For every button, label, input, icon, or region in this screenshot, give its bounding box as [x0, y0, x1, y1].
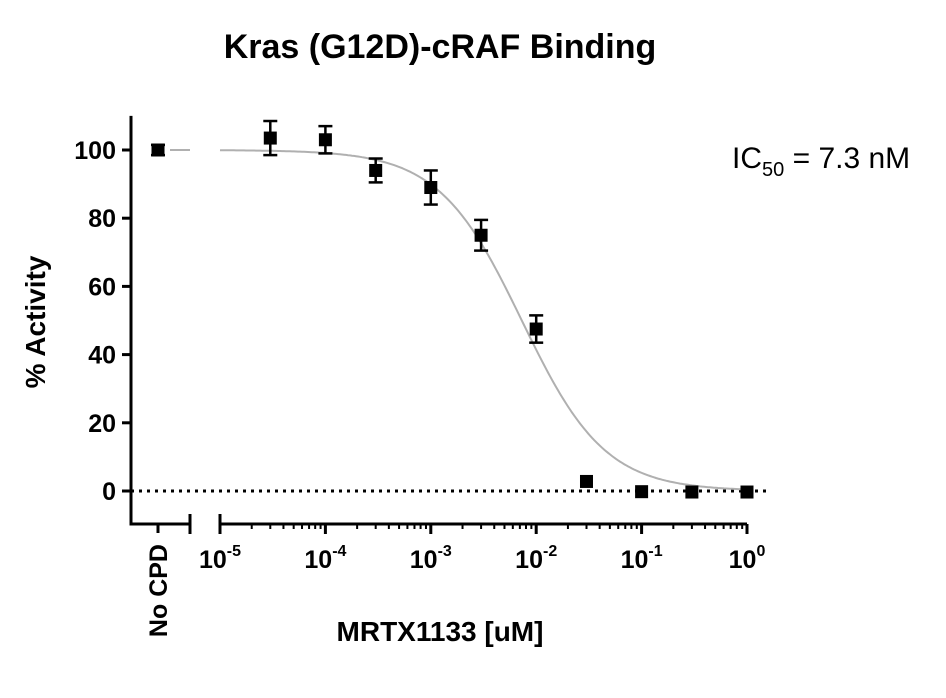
data-point-9: [740, 485, 754, 499]
ic50-subscript: 50: [762, 159, 785, 181]
ic50-prefix: IC: [732, 142, 762, 175]
data-point-8: [685, 485, 699, 499]
data-point-0: [263, 131, 277, 145]
x-tick-label-0: 10-5: [199, 543, 241, 574]
y-tick-label-80: 80: [88, 205, 116, 233]
data-point-6: [579, 474, 593, 488]
chart-title: Kras (G12D)-cRAF Binding: [223, 28, 657, 66]
y-tick-label-40: 40: [88, 342, 116, 370]
data-point-nocpd: [151, 143, 165, 157]
x-axis-label: MRTX1133 [uM]: [336, 616, 544, 647]
x-tick-label-3: 10-2: [515, 543, 557, 574]
data-point-3: [424, 181, 438, 195]
data-point-1: [318, 133, 332, 147]
x-tick-label-5: 100: [729, 543, 766, 574]
data-point-5: [529, 322, 543, 336]
ic50-value: = 7.3 nM: [784, 142, 911, 175]
x-tick-label-4: 10-1: [621, 543, 663, 574]
y-tick-label-0: 0: [102, 478, 116, 506]
y-tick-label-60: 60: [88, 273, 116, 301]
data-point-2: [369, 163, 383, 177]
data-point-7: [635, 485, 649, 499]
x-tick-label-nocpd: No CPD: [145, 544, 173, 637]
ic50-annotation: IC50 = 7.3 nM: [732, 142, 910, 182]
fit-curve: [219, 149, 746, 491]
x-tick-label-2: 10-3: [410, 543, 452, 574]
x-tick-label-1: 10-4: [304, 543, 346, 574]
y-tick-label-100: 100: [74, 137, 116, 165]
data-point-4: [474, 228, 488, 242]
y-tick-label-20: 20: [88, 410, 116, 438]
